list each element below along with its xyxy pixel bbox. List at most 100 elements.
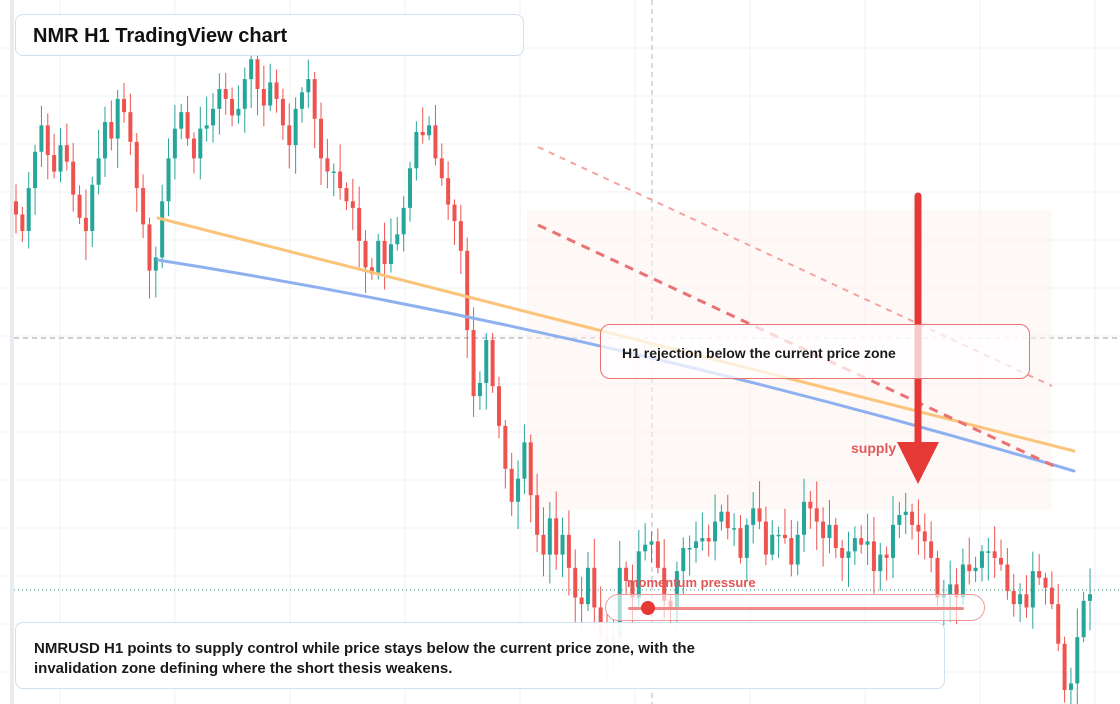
chart-title-box: NMR H1 TradingView chart [15,14,524,56]
candle-bullish [878,554,883,572]
candle-bearish [592,567,597,608]
candle-bearish [992,551,997,558]
candle-bearish [420,131,425,136]
candle-bearish [363,240,368,268]
candle-bullish [852,538,857,552]
candle-bearish [77,194,82,218]
candle-bullish [846,551,851,558]
candle-bearish [185,112,190,139]
candle-bearish [287,125,292,146]
candle-bearish [922,531,927,542]
candle-bullish [249,59,254,80]
candle-bullish [236,108,241,116]
candle-bearish [357,207,362,241]
candle-bearish [630,581,635,598]
candle-bullish [376,240,381,274]
candle-bearish [350,201,355,208]
candle-bullish [903,511,908,515]
candle-bearish [83,217,88,232]
candle-bearish [782,534,787,539]
candle-bullish [293,108,298,146]
candle-bearish [20,214,25,232]
momentum-pressure-slider[interactable] [605,594,985,621]
candle-bullish [865,541,870,545]
candle-bearish [763,521,768,555]
candle-bullish [306,79,311,93]
candle-bullish [204,125,209,129]
candle-bullish [102,122,107,159]
candle-bullish [776,534,781,537]
candle-bearish [789,538,794,565]
candle-bearish [439,158,444,179]
candle-bullish [217,89,222,109]
candle-bearish [223,89,228,99]
candle-bearish [662,567,667,601]
candle-bearish [52,155,57,172]
candle-bearish [1062,643,1067,690]
candle-bullish [1075,637,1080,684]
candle-bearish [274,82,279,99]
momentum-bar [628,607,964,610]
candle-bullish [242,79,247,109]
candle-bullish [897,514,902,525]
candle-bearish [1049,587,1054,605]
candle-bullish [636,551,641,598]
candle-bullish [477,382,482,397]
candle-bearish [446,178,451,205]
candle-bearish [45,125,50,156]
candle-bullish [427,125,432,136]
candle-bullish [39,125,44,152]
candle-bearish [624,567,629,582]
candle-bullish [770,534,775,555]
chart-title: NMR H1 TradingView chart [33,25,288,47]
candle-bullish [890,524,895,558]
left-scale-edge [10,0,14,704]
candle-bearish [191,138,196,159]
candle-bearish [738,528,743,558]
bearish-arrow-head [897,442,939,484]
candle-bullish [33,151,38,189]
candle-bearish [840,548,845,558]
candle-bearish [64,145,69,162]
candle-bullish [948,584,953,595]
candle-bullish [166,158,171,202]
candle-bearish [122,98,127,113]
rejection-callout-text: H1 rejection below the current price zon… [622,345,896,361]
candle-bearish [134,141,139,189]
candle-bullish [90,184,95,232]
candle-bullish [388,244,393,265]
candle-bearish [261,89,266,106]
candle-bearish [1043,577,1048,588]
candle-bullish [331,171,336,174]
candle-bullish [153,257,158,271]
candle-bullish [1088,594,1092,601]
candle-bearish [496,386,501,426]
momentum-knob[interactable] [641,601,656,615]
candle-bearish [230,98,235,116]
candles-layer [14,31,1092,704]
supply-label: supply [851,440,897,456]
candle-bearish [935,557,940,598]
candle-bearish [490,339,495,387]
candle-bullish [516,478,521,502]
candle-bullish [211,108,216,126]
candle-bearish [871,541,876,572]
candle-bearish [433,125,438,159]
candle-bearish [471,330,476,397]
candle-bullish [960,564,965,598]
candle-bullish [522,442,527,479]
candle-bearish [929,541,934,558]
candle-bearish [280,98,285,126]
candle-bearish [757,508,762,522]
candle-bearish [541,534,546,555]
candle-bullish [973,567,978,572]
candle-bearish [967,564,972,572]
candle-bullish [547,518,552,555]
candle-bearish [573,567,578,598]
candle-bullish [179,112,184,129]
candle-bullish [693,541,698,549]
candle-bullish [401,207,406,235]
rejection-callout: H1 rejection below the current price zon… [600,324,1030,379]
candle-bearish [312,79,317,119]
candle-bearish [814,508,819,522]
